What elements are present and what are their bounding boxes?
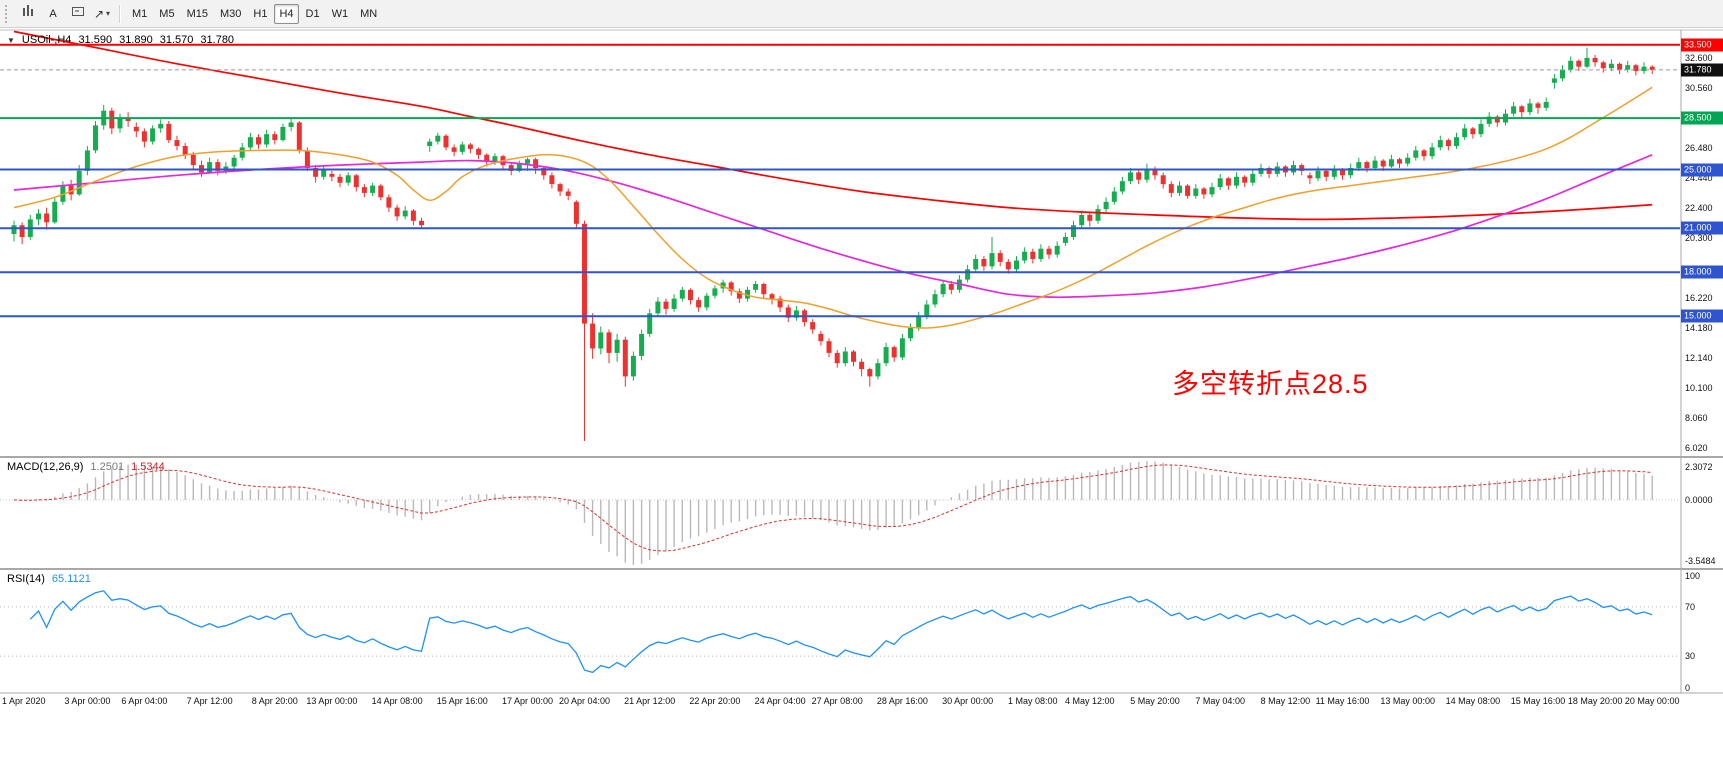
indicator-axis-label: 70: [1685, 601, 1696, 612]
time-axis-label: 1 May 08:00: [1008, 696, 1058, 706]
rsi-value: 65.1121: [51, 573, 91, 585]
indicator-axis-label: 100: [1685, 571, 1701, 581]
timeframe-button-group: M1 M5 M15 M30 H1 H4 D1 W1 MN: [126, 3, 383, 24]
time-axis-label: 4 May 12:00: [1065, 696, 1115, 706]
timeframe-button-M15[interactable]: M15: [186, 7, 208, 20]
time-axis-label: 21 Apr 12:00: [624, 696, 676, 706]
time-axis-label: 7 May 04:00: [1195, 696, 1245, 706]
indicator-axis-label: 0: [1685, 683, 1691, 693]
time-axis-label: 30 Apr 00:00: [942, 696, 994, 706]
price-level-label: 25.000: [1681, 163, 1723, 176]
ohlc-low: 31.570: [159, 34, 194, 46]
price-level-label: 18.000: [1681, 265, 1723, 279]
time-axis-label: 14 May 08:00: [1445, 696, 1501, 706]
timeframe-button-MN[interactable]: MN: [360, 7, 378, 20]
indicator-axis-label: 30: [1685, 651, 1696, 662]
indicator-axis-label: 0.0000: [1685, 494, 1713, 505]
time-axis-label: 15 Apr 16:00: [436, 696, 488, 706]
macd-name: MACD(12,26,9): [7, 461, 84, 473]
time-axis-label: 8 Apr 20:00: [251, 696, 298, 706]
price-tick-label: 6.020: [1685, 443, 1708, 454]
macd-indicator-label: MACD(12,26,9) 1.2501 1.5344: [7, 461, 165, 473]
time-axis-label: 7 Apr 12:00: [186, 696, 233, 706]
timeframe-button-M30[interactable]: M30: [219, 7, 242, 20]
time-axis-label: 17 Apr 00:00: [501, 696, 554, 706]
macd-signal-value: 1.5344: [131, 461, 165, 473]
time-axis-label: 28 Apr 16:00: [876, 696, 928, 706]
time-axis-label: 20 Apr 04:00: [558, 696, 611, 706]
collapse-marker-icon: ▼: [7, 35, 15, 45]
time-axis-label: 15 May 16:00: [1510, 696, 1566, 706]
price-level-label: 21.000: [1681, 221, 1723, 235]
price-tick-label: 32.600: [1685, 52, 1713, 63]
time-axis-label: 20 May 00:00: [1624, 696, 1680, 706]
toolbar: A ↗ ▾ M1 M5 M15 M30 H1 H4 D1 W1 MN: [0, 0, 1723, 28]
time-axis-label: 1 Apr 2020: [2, 696, 46, 706]
price-level-label: 33.500: [1681, 38, 1723, 52]
chart-lines-tool-button[interactable]: [17, 4, 39, 24]
time-axis-label: 13 Apr 00:00: [306, 696, 358, 706]
chart-text-annotation[interactable]: 多空转折点28.5: [1172, 369, 1369, 399]
price-tick-label: 12.140: [1685, 353, 1713, 364]
time-axis-label: 18 May 20:00: [1567, 696, 1623, 706]
time-axis-label: 11 May 16:00: [1315, 696, 1370, 706]
price-tick-label: 20.300: [1685, 233, 1713, 244]
price-level-label: 28.500: [1681, 111, 1723, 125]
price-tick-label: 16.220: [1685, 293, 1713, 304]
timeframe-button-M1[interactable]: M1: [132, 7, 148, 20]
indicator-axis-label: 2.3072: [1685, 462, 1713, 472]
timeframe-button-H1[interactable]: H1: [253, 7, 268, 20]
price-level-label: 15.000: [1681, 309, 1723, 323]
timeframe-button-W1[interactable]: W1: [331, 7, 349, 20]
price-level-label: 31.780: [1681, 63, 1723, 77]
time-axis-label: 27 Apr 08:00: [811, 696, 863, 706]
symbol-title: USOil-,H4: [21, 34, 72, 46]
time-axis-label: 6 Apr 04:00: [121, 696, 168, 706]
text-tool-button[interactable]: A: [41, 4, 65, 24]
timeframe-button-H4[interactable]: H4: [274, 3, 299, 24]
timeframe-button-D1[interactable]: D1: [305, 7, 320, 20]
time-axis-label: 24 Apr 04:00: [754, 696, 806, 706]
rsi-indicator-label: RSI(14) 65.1121: [7, 573, 91, 585]
object-frame-tool-button[interactable]: [67, 4, 89, 24]
price-tick-label: 22.400: [1685, 202, 1713, 213]
time-axis-label: 13 May 00:00: [1380, 696, 1435, 706]
macd-main-value: 1.2501: [90, 461, 125, 473]
rsi-name: RSI(14): [7, 573, 45, 585]
arrow-tools-button[interactable]: ↗ ▾: [91, 4, 113, 24]
chevron-down-icon: ▾: [106, 9, 111, 18]
chart-lines-icon: [21, 4, 35, 23]
time-axis[interactable]: 1 Apr 2020 3 Apr 00:00 6 Apr 04:00 7 Apr 12…: [0, 696, 1723, 712]
time-axis-label: 8 May 12:00: [1260, 696, 1311, 706]
symbol-header: ▼ USOil-,H4 31.590 31.890 31.570 31.780: [7, 34, 234, 46]
time-axis-label: 3 Apr 00:00: [64, 696, 111, 706]
price-tick-label: 14.180: [1685, 323, 1713, 334]
time-axis-label: 14 Apr 08:00: [371, 696, 423, 706]
price-tick-label: 26.480: [1685, 142, 1713, 153]
ohlc-close: 31.780: [200, 34, 235, 46]
text-tool-label: A: [49, 7, 57, 20]
arrow-tool-icon: ↗: [93, 6, 105, 21]
time-axis-label: 5 May 20:00: [1130, 696, 1180, 706]
time-axis-label: 22 Apr 20:00: [689, 696, 741, 706]
price-tick-label: 30.560: [1685, 82, 1713, 93]
timeframe-button-M5[interactable]: M5: [159, 7, 175, 20]
price-tick-label: 24.440: [1685, 172, 1713, 183]
frame-icon: [71, 4, 85, 23]
ohlc-open: 31.590: [78, 34, 113, 46]
price-axis[interactable]: 32.600 30.560 26.480 24.440 22.400 20.300 16.2…: [1681, 30, 1723, 693]
price-tick-label: 10.100: [1685, 383, 1713, 394]
indicator-axis-label: -3.5484: [1685, 556, 1716, 566]
toolbar-separator: [119, 4, 121, 23]
ohlc-high: 31.890: [119, 34, 153, 46]
price-tick-label: 8.060: [1685, 413, 1708, 424]
toolbar-grip[interactable]: [5, 4, 11, 23]
